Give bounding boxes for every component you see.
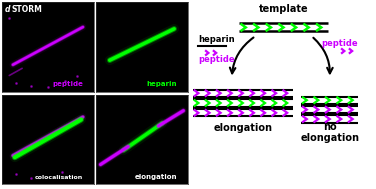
FancyArrowPatch shape [230,37,253,73]
Text: heparin: heparin [146,81,177,87]
Text: peptide: peptide [199,55,235,64]
Text: elongation: elongation [135,174,177,180]
FancyArrowPatch shape [313,38,333,73]
Text: d: d [5,5,10,15]
Text: heparin: heparin [199,35,235,44]
Text: STORM: STORM [12,5,42,15]
Text: template: template [259,4,308,13]
Text: peptide: peptide [52,81,83,87]
Text: elongation: elongation [213,123,272,133]
Text: colocalisation: colocalisation [35,175,83,180]
Text: peptide: peptide [321,39,358,48]
Text: no
elongation: no elongation [300,122,359,143]
